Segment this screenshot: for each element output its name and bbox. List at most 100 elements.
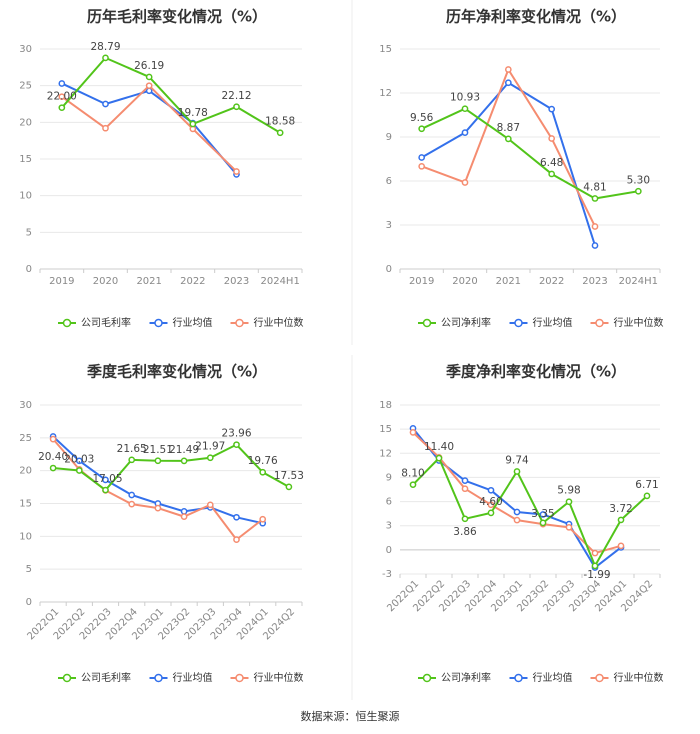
legend-item-median: 行业中位数 xyxy=(590,671,664,684)
legend-marker xyxy=(235,673,244,683)
data-point-median xyxy=(259,515,267,523)
legend-marker xyxy=(154,673,163,683)
legend-label: 行业均值 xyxy=(533,671,573,684)
x-tick-label: 2022 xyxy=(539,276,564,287)
data-point-avg xyxy=(548,105,556,113)
y-tick-label: 30 xyxy=(19,44,32,55)
legend-marker xyxy=(235,318,244,328)
y-tick-label: 15 xyxy=(379,44,392,55)
y-tick-label: 9 xyxy=(386,472,392,483)
x-tick-label: 2020 xyxy=(452,276,477,287)
legend-label: 行业中位数 xyxy=(254,671,304,684)
data-point-company xyxy=(634,187,642,195)
data-point-median xyxy=(548,135,556,142)
data-point-company xyxy=(102,486,109,494)
data-label: 21.97 xyxy=(195,441,225,453)
data-point-avg xyxy=(233,513,240,521)
data-label: 3.35 xyxy=(531,508,554,520)
chart-title: 历年净利率变化情况（%） xyxy=(446,8,626,26)
data-point-company xyxy=(145,73,153,81)
data-point-company xyxy=(276,129,284,137)
data-point-company xyxy=(128,456,136,464)
y-tick-label: 6 xyxy=(386,176,392,187)
data-point-avg xyxy=(128,491,136,499)
data-point-median xyxy=(145,82,153,90)
legend-label: 公司净利率 xyxy=(441,316,491,329)
chart-panel-4: 季度净利率变化情况（%）-303691215182022Q12022Q22022… xyxy=(379,363,663,685)
data-label: 23.96 xyxy=(221,428,251,440)
data-label: 19.76 xyxy=(248,455,278,467)
data-point-median xyxy=(565,523,573,531)
data-label: -1.99 xyxy=(583,569,610,581)
data-point-median xyxy=(418,162,426,170)
series-line-company xyxy=(421,107,639,200)
y-tick-label: 12 xyxy=(379,88,392,99)
legend-marker xyxy=(422,673,432,683)
data-point-avg xyxy=(180,508,188,515)
data-point-company xyxy=(409,481,417,489)
data-label: 22.12 xyxy=(221,90,251,102)
data-point-company xyxy=(548,170,556,178)
y-tick-label: 30 xyxy=(19,400,32,411)
data-label: 26.19 xyxy=(134,60,164,72)
data-point-median xyxy=(504,66,512,73)
data-label: 20.40 xyxy=(38,451,68,463)
x-tick-label: 2022 xyxy=(180,276,205,287)
data-point-median xyxy=(128,500,136,508)
data-point-company xyxy=(180,457,188,465)
data-point-median xyxy=(233,536,240,543)
data-point-median xyxy=(409,429,417,436)
chart-title: 季度毛利率变化情况（%） xyxy=(87,363,267,381)
data-point-company xyxy=(206,454,214,462)
data-point-median xyxy=(591,223,599,230)
data-point-company xyxy=(617,516,625,524)
data-point-company xyxy=(285,483,293,491)
data-source-note: 数据来源：恒生聚源 xyxy=(300,710,400,723)
data-point-median xyxy=(206,501,214,509)
data-point-company xyxy=(435,454,443,462)
series-line-avg xyxy=(61,82,238,176)
y-tick-label: 15 xyxy=(379,424,392,435)
legend-item-avg: 行业均值 xyxy=(509,316,573,329)
data-point-avg xyxy=(513,508,521,516)
data-label: 4.81 xyxy=(583,181,606,193)
data-point-avg xyxy=(461,129,469,136)
legend-label: 公司毛利率 xyxy=(81,316,131,329)
data-label: 3.72 xyxy=(609,503,632,515)
legend-item-median: 行业中位数 xyxy=(230,671,304,684)
data-point-company xyxy=(461,105,469,113)
data-point-company xyxy=(504,135,512,143)
y-tick-label: 15 xyxy=(19,154,32,165)
data-point-avg xyxy=(102,476,109,484)
legend-marker xyxy=(62,318,72,328)
chart-title: 季度净利率变化情况（%） xyxy=(446,363,626,381)
y-tick-label: 6 xyxy=(386,497,392,508)
legend-item-company: 公司净利率 xyxy=(418,316,491,329)
data-label: 21.49 xyxy=(169,444,199,456)
data-point-company xyxy=(461,515,469,523)
y-tick-label: 5 xyxy=(26,564,32,575)
data-label: 19.78 xyxy=(178,107,208,119)
data-label: 8.87 xyxy=(497,122,520,134)
data-point-company xyxy=(643,492,651,500)
data-point-median xyxy=(233,168,240,175)
data-label: 21.65 xyxy=(117,443,147,455)
data-point-avg xyxy=(487,486,495,494)
legend-item-avg: 行业均值 xyxy=(149,671,213,684)
legend-marker xyxy=(514,673,523,683)
data-label: 28.79 xyxy=(90,41,120,53)
data-point-company xyxy=(233,103,240,111)
legend-marker xyxy=(154,318,163,328)
data-point-median xyxy=(180,513,188,520)
legend-item-median: 行业中位数 xyxy=(590,316,664,329)
data-point-median xyxy=(617,542,625,550)
data-point-company xyxy=(49,464,57,472)
data-point-company xyxy=(487,509,495,517)
data-point-avg xyxy=(591,242,599,249)
data-label: 9.74 xyxy=(505,454,529,466)
y-tick-label: 5 xyxy=(26,227,32,238)
data-point-company xyxy=(591,195,599,202)
data-label: 22.00 xyxy=(47,91,77,103)
data-label: 10.93 xyxy=(450,92,480,104)
